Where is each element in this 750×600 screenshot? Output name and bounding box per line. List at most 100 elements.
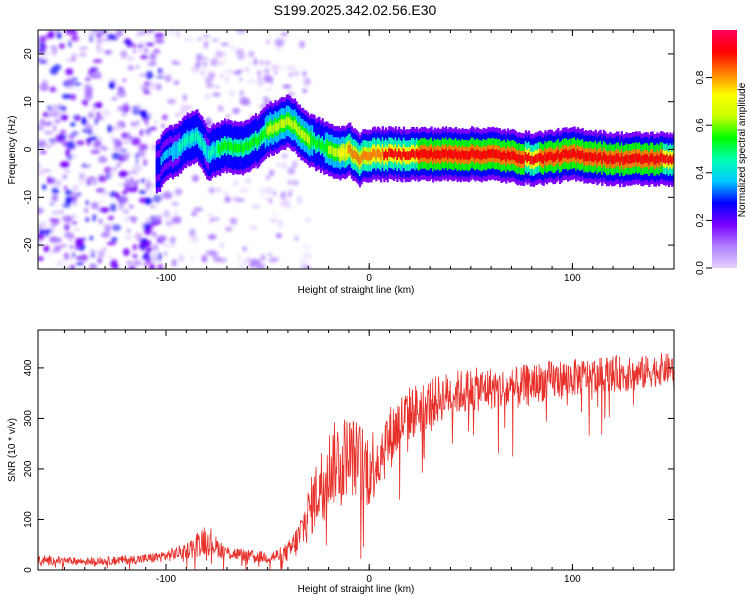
heatmap-cell [274, 38, 285, 47]
heatmap-cell [58, 43, 65, 49]
heatmap-cell [484, 150, 487, 160]
heatmap-cell [266, 39, 270, 45]
heatmap-cell [152, 231, 157, 237]
heatmap-cell [331, 145, 334, 155]
heatmap-cell [220, 42, 229, 47]
heatmap-cell [489, 149, 492, 159]
heatmap-cell [235, 143, 238, 153]
heatmap-cell [70, 192, 80, 198]
heatmap-cell [306, 134, 310, 143]
heatmap-cell [72, 54, 78, 59]
heatmap-cell [263, 196, 269, 200]
colorbar-tick-label: 0.2 [695, 213, 706, 227]
heatmap-cell [143, 90, 151, 95]
heatmap-cell [316, 139, 319, 149]
heatmap-cell [92, 140, 101, 149]
heatmap-cell [129, 66, 133, 69]
heatmap-cell [280, 153, 289, 157]
heatmap-cell [132, 253, 138, 259]
heatmap-cell [381, 148, 384, 157]
heatmap-cell [464, 150, 467, 160]
heatmap-cell [100, 207, 110, 213]
snr-y-tick-label: 200 [23, 460, 34, 477]
heatmap-cell [84, 207, 89, 214]
heatmap-cell [518, 154, 521, 163]
heatmap-cell [43, 245, 50, 253]
heatmap-cell [201, 64, 209, 70]
heatmap-cell [243, 257, 249, 266]
heatmap-cell [145, 182, 150, 191]
heatmap-cell [62, 141, 68, 147]
heatmap-cell [167, 30, 175, 33]
heatmap-cell [188, 135, 191, 145]
heatmap-cell [175, 30, 181, 38]
heatmap-cell [526, 154, 529, 163]
heatmap-cell [263, 130, 266, 139]
heatmap-cell [302, 88, 308, 93]
heatmap-cell [260, 60, 264, 65]
heatmap-cell [433, 149, 436, 159]
heatmap-cell [111, 126, 115, 131]
colorbar-ticks: 0.0 0.2 0.4 0.6 0.8 [695, 70, 712, 275]
heatmap-cell [133, 232, 142, 241]
heatmap-cell [202, 34, 210, 38]
heatmap-cell [144, 197, 152, 205]
heatmap-cell [91, 72, 98, 76]
heatmap-cell [121, 207, 130, 212]
heatmap-cell [103, 247, 107, 251]
heatmap-cell [150, 126, 157, 131]
heatmap-cell [64, 252, 69, 261]
heatmap-cell [399, 150, 402, 160]
heatmap-cell [116, 90, 127, 98]
heatmap-cell [160, 156, 163, 165]
heatmap-cell [174, 187, 182, 196]
heatmap-cell [383, 151, 386, 161]
heatmap-cell [461, 149, 464, 159]
heatmap-cell [417, 151, 420, 160]
heatmap-cell [107, 124, 112, 133]
heatmap-cell [38, 228, 45, 236]
heatmap-cell [84, 77, 92, 82]
heatmap-cell [230, 142, 233, 151]
heatmap-cell [88, 129, 92, 136]
heatmap-cell [225, 195, 231, 200]
heatmap-cell [185, 137, 188, 147]
heatmap-cell [199, 69, 206, 76]
heatmap-cell [619, 156, 622, 166]
heatmap-cell [224, 69, 234, 74]
heatmap-cell [274, 71, 278, 74]
heatmap-cell [59, 109, 65, 116]
heatmap-cell [280, 191, 287, 200]
heatmap-cell [54, 179, 62, 187]
heatmap-cell [91, 130, 96, 136]
heatmap-cell [375, 150, 378, 160]
heatmap-cell [362, 151, 365, 160]
heatmap-cell [149, 61, 157, 66]
chart-title: S199.2025.342.02.56.E30 [274, 2, 437, 18]
heatmap-cell [234, 48, 245, 55]
heatmap-cell [260, 254, 266, 262]
heatmap-cell [277, 122, 280, 131]
heatmap-cell [266, 126, 269, 135]
heatmap-cell [47, 176, 51, 185]
heatmap-cell [354, 150, 357, 159]
heatmap-cell [264, 88, 273, 91]
heatmap-cell [126, 260, 133, 265]
heatmap-cell [135, 158, 139, 166]
heatmap-cell [385, 149, 388, 158]
heatmap-cell [575, 151, 578, 160]
heatmap-cell [558, 153, 562, 162]
heatmap-cell [53, 64, 62, 71]
heatmap-cell [153, 48, 161, 54]
heatmap-cell [140, 112, 146, 118]
heatmap-cell [513, 151, 516, 161]
heatmap-cell [118, 203, 124, 210]
heatmap-cell [173, 146, 176, 155]
heatmap-cell [235, 198, 246, 202]
heatmap-cell [246, 79, 255, 84]
heatmap-cell [172, 148, 175, 158]
heatmap-cell [265, 175, 270, 180]
heatmap-cell [65, 148, 71, 157]
heatmap-cell [43, 131, 54, 135]
heatmap-cell [376, 148, 379, 158]
